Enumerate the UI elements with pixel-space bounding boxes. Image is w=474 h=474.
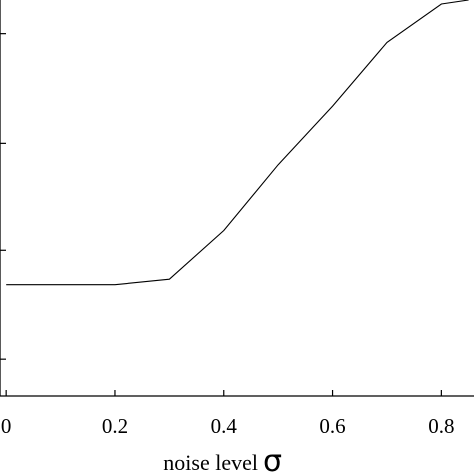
x-tick-label-0: 0 xyxy=(1,414,12,438)
plot-area: 0 0.2 0.4 0.6 0.8 xyxy=(0,0,474,438)
x-tick-label-1: 0.2 xyxy=(102,414,128,438)
x-axis-label: noise level xyxy=(163,450,258,474)
x-tick-label-2: 0.4 xyxy=(211,414,238,438)
series-line-0 xyxy=(6,0,469,286)
x-tick-label-3: 0.6 xyxy=(319,414,345,438)
x-tick-label-4: 0.8 xyxy=(428,414,454,438)
x-axis-label-symbol: σ xyxy=(263,444,282,474)
x-axis-title: noise level σ xyxy=(163,444,282,474)
